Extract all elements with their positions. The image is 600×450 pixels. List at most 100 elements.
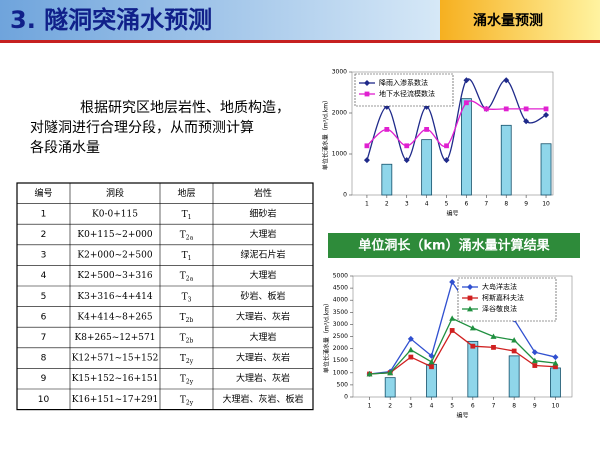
y-tick-label: 4500 xyxy=(333,285,348,292)
y-tick-label: 2500 xyxy=(333,333,348,340)
banner-title: 单位洞长（km）涌水量计算结果 xyxy=(358,238,549,254)
table-cell: 1 xyxy=(41,209,47,219)
series-line xyxy=(369,317,556,375)
bar xyxy=(461,98,472,196)
point-marker xyxy=(387,369,394,376)
bar xyxy=(550,367,561,398)
x-tick-label: 4 xyxy=(430,403,434,410)
intro-line: 各段涌水量 xyxy=(30,140,100,156)
bar xyxy=(467,340,479,398)
table-cell: 大理岩 xyxy=(249,228,276,240)
bar xyxy=(426,363,437,398)
point-marker xyxy=(443,157,450,164)
y-axis-label: 单位长涌水量（m³/d.km） xyxy=(323,300,331,373)
point-marker xyxy=(449,315,456,321)
table-cell: T1 xyxy=(182,209,192,220)
bar xyxy=(421,139,433,196)
slide-title: 3. 隧洞突涌水预测 xyxy=(10,6,212,34)
y-tick-label: 1500 xyxy=(333,357,348,364)
table-header: 地层 xyxy=(177,187,195,199)
table-cell: K15+152~16+151 xyxy=(72,374,159,384)
legend-marker xyxy=(364,80,370,86)
point-marker xyxy=(424,127,430,132)
legend-label: 柯斯嘉科夫法 xyxy=(482,293,524,302)
table-cell: 6 xyxy=(41,312,47,322)
table-cell: K0+115~2+000 xyxy=(77,230,152,240)
table-cell: K8+265~12+571 xyxy=(75,333,156,343)
header-bar xyxy=(0,0,440,40)
stratum-base: T xyxy=(180,271,186,281)
table-cell: K3+316~4+414 xyxy=(77,292,152,302)
table-cell: 8 xyxy=(41,354,47,364)
table-cell: 10 xyxy=(38,395,50,405)
point-marker xyxy=(363,157,370,164)
header-rule xyxy=(0,40,600,43)
stratum-base: T xyxy=(180,312,186,322)
table-cell: T2y xyxy=(180,354,194,365)
table-cell: 大理岩、灰岩 xyxy=(236,352,290,364)
y-tick-label: 0 xyxy=(343,192,347,199)
table-frame xyxy=(16,182,314,411)
point-marker xyxy=(490,333,497,339)
y-tick-label: 3000 xyxy=(332,69,347,76)
table-cell: T2y xyxy=(180,374,194,385)
table-cell: 2 xyxy=(41,230,47,240)
point-marker xyxy=(543,106,549,112)
point-marker xyxy=(531,349,538,356)
table-cell: 9 xyxy=(41,374,47,384)
bar xyxy=(381,163,393,196)
x-tick-label: 6 xyxy=(465,201,469,208)
point-marker xyxy=(464,100,469,106)
table-header: 编号 xyxy=(34,187,52,199)
table-cell: K2+500~3+316 xyxy=(77,271,152,281)
legend-label: 大岛洋志法 xyxy=(482,282,517,291)
x-tick-label: 4 xyxy=(425,201,429,208)
legend-marker xyxy=(467,295,473,301)
table-cell: 4 xyxy=(41,271,47,281)
stratum-base: T xyxy=(180,230,186,240)
bar xyxy=(384,377,396,398)
table-cell: 5 xyxy=(41,292,47,302)
table-cell: 大理岩、灰岩 xyxy=(236,372,290,384)
table-cell: 7 xyxy=(41,333,47,343)
point-marker xyxy=(532,363,538,368)
bar xyxy=(508,355,520,398)
point-marker xyxy=(503,77,510,84)
table-header: 岩性 xyxy=(254,187,272,199)
bar xyxy=(500,124,512,196)
point-marker xyxy=(511,348,517,354)
stratum-base: T xyxy=(182,209,188,219)
point-marker xyxy=(511,337,518,343)
stratum-base: T xyxy=(180,374,186,384)
point-marker xyxy=(428,358,435,365)
point-marker xyxy=(449,279,456,286)
x-tick-label: 8 xyxy=(504,201,508,208)
x-tick-label: 8 xyxy=(512,403,516,410)
y-axis-label: 单位长涌水量（m³/d.km） xyxy=(322,97,330,170)
table-cell: T1 xyxy=(182,251,192,262)
point-marker xyxy=(552,360,559,366)
y-tick-label: 3000 xyxy=(333,321,348,328)
section-label: 涌水量预测 xyxy=(473,12,543,29)
table-cell: T2b xyxy=(180,312,194,323)
series-line xyxy=(366,78,547,161)
table-cell: T2a xyxy=(180,271,194,282)
y-tick-label: 500 xyxy=(337,381,349,388)
table-cell: 砂岩、板岩 xyxy=(240,290,285,302)
point-marker xyxy=(408,354,414,360)
stratum-sub: 2y xyxy=(186,358,194,365)
point-marker xyxy=(364,143,370,149)
point-marker xyxy=(491,344,496,350)
point-marker xyxy=(384,127,390,132)
table-cell: K16+151~17+291 xyxy=(72,395,159,405)
stratum-sub: 1 xyxy=(188,255,192,262)
x-tick-label: 5 xyxy=(445,201,449,208)
x-tick-label: 2 xyxy=(385,201,389,208)
banner xyxy=(328,233,580,258)
legend-label: 降雨入渗系数法 xyxy=(379,78,428,87)
legend-label: 泽谷敬良法 xyxy=(482,304,517,313)
point-marker xyxy=(407,335,414,342)
stratum-sub: 3 xyxy=(188,296,192,303)
table-cell: 大理岩 xyxy=(249,331,276,343)
